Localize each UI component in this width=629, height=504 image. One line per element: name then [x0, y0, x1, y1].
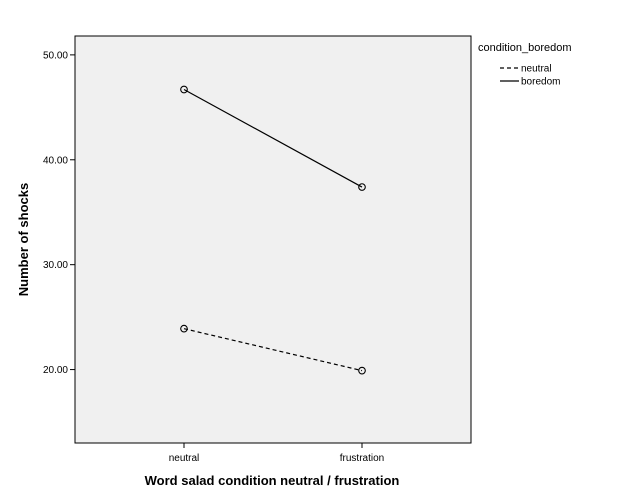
- y-axis-title: Number of shocks: [16, 183, 31, 296]
- y-tick-label: 40.00: [43, 155, 68, 166]
- x-axis: neutral frustration: [169, 443, 384, 464]
- x-tick-label: frustration: [340, 453, 384, 464]
- series-neutral: [180, 324, 366, 375]
- series-line: [183, 328, 363, 372]
- data-point: [358, 183, 366, 191]
- y-axis: 20.00 30.00 40.00 50.00: [43, 50, 75, 376]
- data-point: [180, 324, 188, 333]
- series-boredom: [180, 85, 366, 191]
- y-tick-label: 50.00: [43, 50, 68, 61]
- series-layer: [180, 85, 366, 375]
- series-line: [183, 88, 363, 188]
- legend: condition_boredom neutral boredom: [478, 42, 572, 88]
- data-point: [358, 366, 366, 375]
- x-axis-title: Word salad condition neutral / frustrati…: [145, 473, 400, 488]
- y-tick-label: 30.00: [43, 260, 68, 271]
- legend-title: condition_boredom: [478, 42, 572, 54]
- x-tick-label: neutral: [169, 453, 200, 464]
- legend-label: neutral: [521, 64, 552, 75]
- legend-label: boredom: [521, 77, 560, 88]
- data-point: [180, 85, 188, 94]
- y-tick-label: 20.00: [43, 365, 68, 376]
- plot-area: [74, 35, 472, 444]
